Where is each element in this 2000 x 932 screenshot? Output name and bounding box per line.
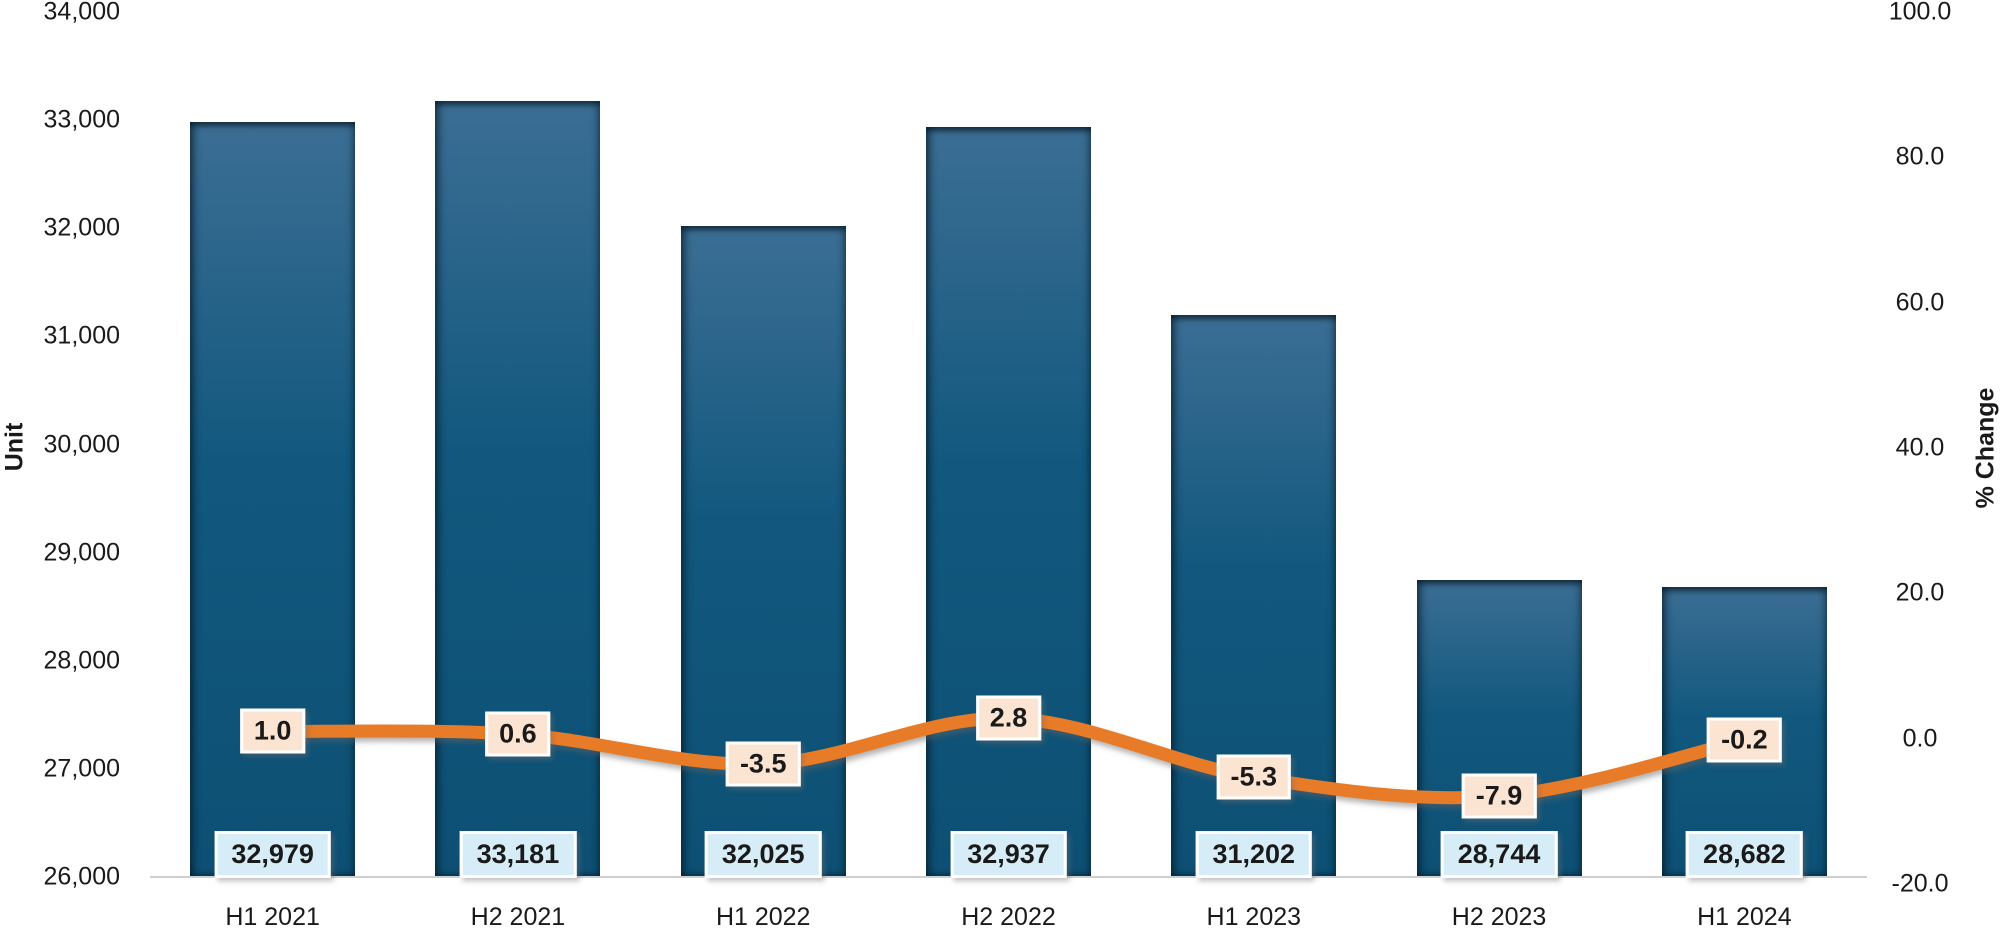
right-axis-tick--20-0: -20.0: [1891, 869, 1949, 898]
bar-value-label-h1-2021: 32,979: [214, 831, 331, 878]
left-axis-tick-29-000: 29,000: [43, 538, 120, 567]
bar-value-label-h2-2022: 32,937: [950, 831, 1067, 878]
left-axis-tick-30-000: 30,000: [43, 430, 120, 458]
x-axis-label-h2-2023: H2 2023: [1451, 903, 1547, 931]
left-axis-tick-34-000: 34,000: [43, 0, 120, 26]
right-axis-tick-60-0: 60.0: [1895, 288, 1945, 317]
left-axis-tick-27-000: 27,000: [43, 754, 120, 783]
line-value-label-h2-2021: 0.6: [485, 711, 551, 757]
bar-value-label-h2-2023: 28,744: [1440, 831, 1558, 878]
line-value-label-h1-2024: -0.2: [1707, 717, 1782, 763]
line-value-label-h2-2023: -7.9: [1461, 773, 1537, 819]
x-axis-label-h1-2021: H1 2021: [225, 903, 320, 931]
bar-h2-2022: [926, 126, 1091, 877]
x-axis-label-h1-2022: H1 2022: [715, 903, 811, 931]
left-axis-tick-28-000: 28,000: [43, 646, 120, 675]
line-value-label-h2-2022: 2.8: [975, 695, 1042, 741]
left-axis-tick-33-000: 33,000: [43, 105, 120, 134]
bar-value-label-h1-2022: 32,025: [704, 831, 822, 878]
line-value-label-h1-2021: 1.0: [239, 708, 306, 754]
right-axis-tick-40-0: 40.0: [1895, 433, 1945, 462]
right-axis-title: % Change: [1971, 387, 2000, 509]
line-value-label-h1-2022: -3.5: [725, 741, 801, 787]
left-axis-tick-31-000: 31,000: [43, 321, 120, 350]
bar-value-label-h1-2023: 31,202: [1195, 831, 1313, 878]
bar-value-label-h1-2024: 28,682: [1686, 831, 1803, 878]
bar-h2-2021: [435, 100, 601, 877]
left-axis-tick-32-000: 32,000: [43, 213, 120, 242]
x-axis-label-h1-2024: H1 2024: [1697, 903, 1792, 931]
right-axis-tick-20-0: 20.0: [1895, 578, 1945, 607]
x-axis-label-h2-2022: H2 2022: [961, 903, 1056, 931]
right-axis-tick-0-0: 0.0: [1902, 724, 1938, 753]
x-axis-label-h2-2021: H2 2021: [470, 903, 566, 931]
x-axis-label-h1-2023: H1 2023: [1206, 903, 1302, 931]
line-value-label-h1-2023: -5.3: [1216, 754, 1292, 800]
right-axis-tick-80-0: 80.0: [1895, 142, 1945, 171]
left-axis-tick-26-000: 26,000: [43, 862, 120, 891]
bar-h1-2021: [190, 122, 356, 877]
bar-value-label-h2-2021: 33,181: [459, 831, 577, 878]
right-axis-tick-100-0: 100.0: [1888, 0, 1952, 26]
